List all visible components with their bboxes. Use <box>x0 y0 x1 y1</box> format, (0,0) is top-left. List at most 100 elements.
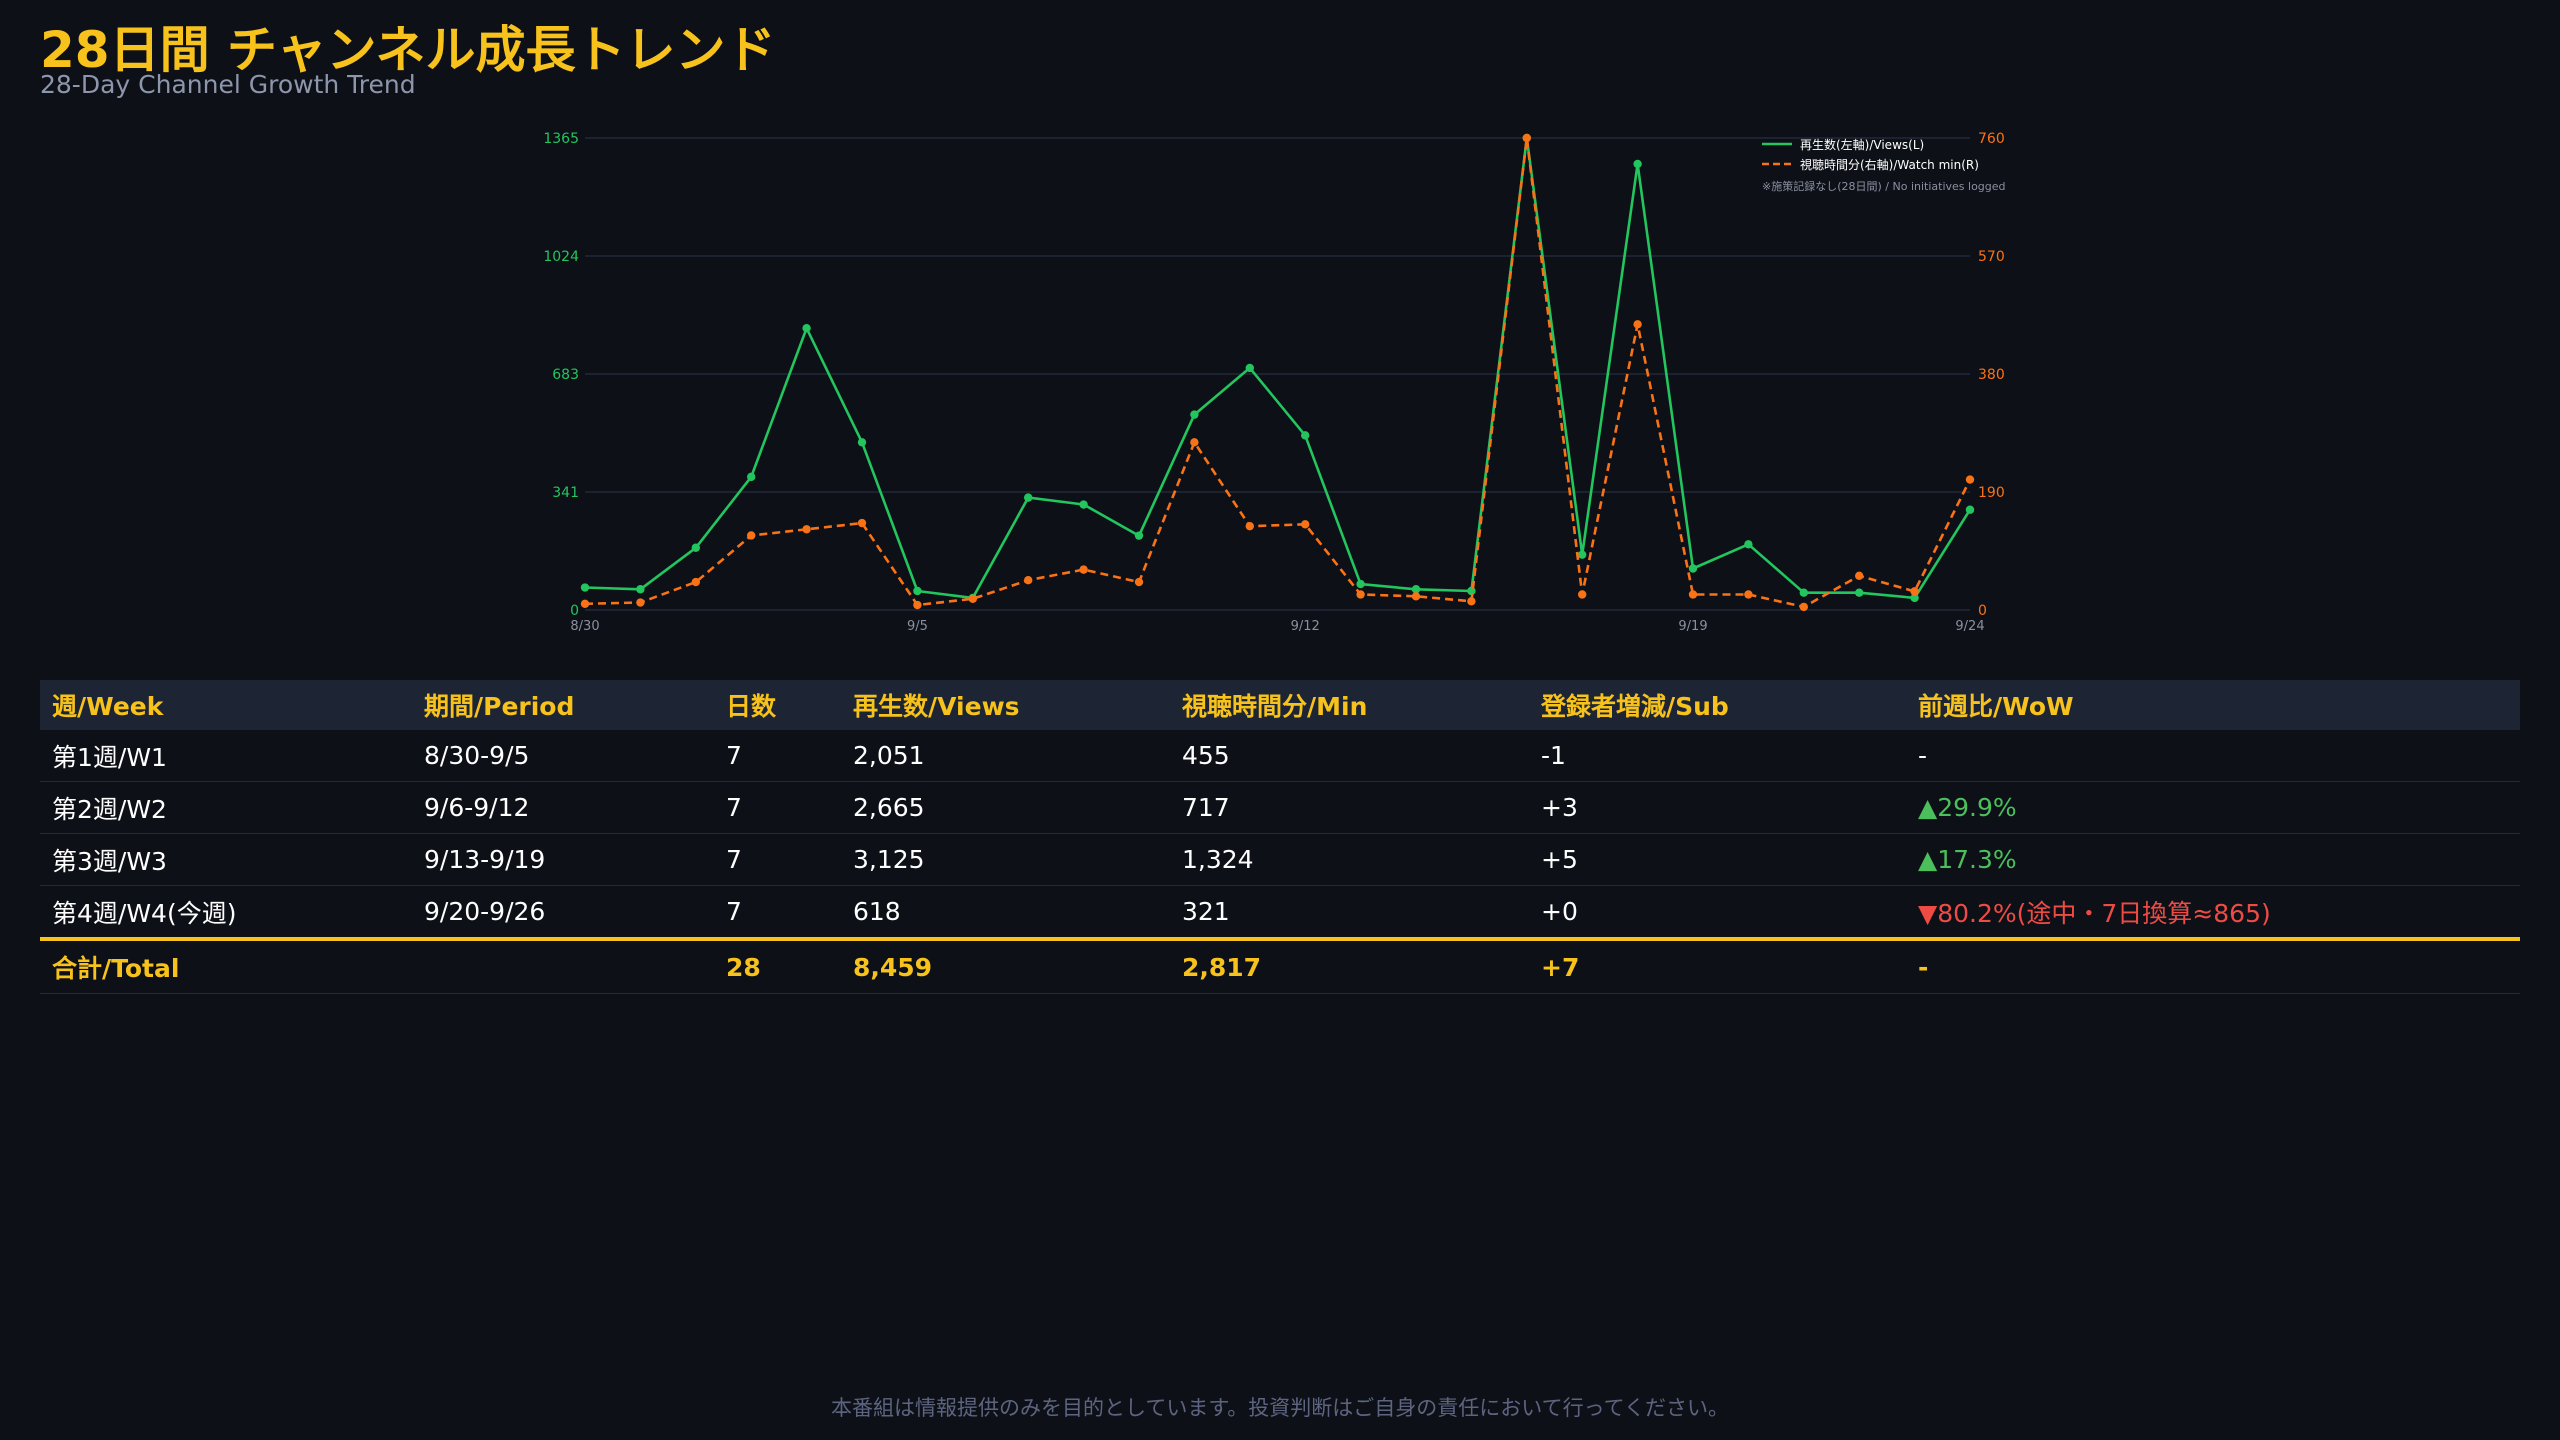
watch-minutes-point <box>1799 602 1809 612</box>
watch-minutes-point <box>1633 320 1642 329</box>
views-point <box>636 585 645 594</box>
cell-sub: -1 <box>1529 730 1906 782</box>
watch-minutes-point <box>1301 520 1310 529</box>
views-point <box>691 543 700 552</box>
views-point <box>1633 159 1642 169</box>
views-point <box>580 583 590 592</box>
views-point <box>1855 588 1864 597</box>
cell-minutes: 321 <box>1170 885 1529 940</box>
watch-minutes-point <box>1688 590 1698 599</box>
col-week-header: 週/Week <box>40 680 412 730</box>
col-minutes-header: 視聴時間分/Min <box>1170 680 1529 730</box>
cell-wow: ▲17.3% <box>1906 833 2520 886</box>
cell-sub: +5 <box>1529 833 1906 886</box>
page-subtitle: 28-Day Channel Growth Trend <box>40 70 416 99</box>
growth-chart: 0 341 683 1024 1365 0 190 380 570 760 8/30 9/5 9/12 9… <box>500 118 2080 648</box>
cell-period: 9/6-9/12 <box>412 781 714 834</box>
y-right-tick-label: 0 <box>1978 603 1987 619</box>
cell-views: 2,051 <box>841 730 1170 782</box>
total-minutes: 2,817 <box>1170 937 1529 994</box>
cell-week: 第3週/W3 <box>40 833 412 886</box>
x-tick-label: 8/30 <box>570 619 599 634</box>
watch-minutes-point <box>1744 590 1753 599</box>
cell-minutes: 1,324 <box>1170 833 1529 886</box>
views-point <box>1744 540 1753 549</box>
total-wow: - <box>1906 937 2520 994</box>
views-point <box>857 438 867 447</box>
cell-week: 第4週/W4(今週) <box>40 885 412 940</box>
y-left-tick-label: 1024 <box>543 249 579 265</box>
views-point <box>802 323 811 333</box>
views-point <box>1024 493 1033 502</box>
watch-minutes-point <box>1190 438 1199 447</box>
views-point <box>1799 588 1809 597</box>
cell-week: 第1週/W1 <box>40 730 412 782</box>
views-point <box>1301 431 1310 440</box>
cell-minutes: 717 <box>1170 781 1529 834</box>
cell-days: 7 <box>714 885 841 940</box>
cell-sub: +3 <box>1529 781 1906 834</box>
col-sub-header: 登録者増減/Sub <box>1529 680 1906 730</box>
cell-days: 7 <box>714 781 841 834</box>
watch-minutes-point <box>691 577 700 587</box>
table-header-row: 週/Week 期間/Period 日数 再生数/Views 視聴時間分/Min … <box>40 680 2520 730</box>
total-sub: +7 <box>1529 937 1906 994</box>
cell-wow: ▼80.2%(途中・7日換算≈865) <box>1906 885 2520 940</box>
watch-minutes-point <box>1024 575 1033 585</box>
legend-entry: 視聴時間分(右軸)/Watch min(R) <box>1800 157 1979 172</box>
watch-minutes-point <box>1855 571 1864 581</box>
total-label: 合計/Total <box>40 937 412 994</box>
total-views: 8,459 <box>841 937 1170 994</box>
table-row: 第3週/W3 9/13-9/19 7 3,125 1,324 +5 ▲17.3% <box>40 833 2520 886</box>
cell-wow: - <box>1906 730 2520 782</box>
y-left-tick-label: 0 <box>570 603 579 619</box>
watch-minutes-point <box>1965 475 1975 484</box>
watch-minutes-point <box>1910 587 1919 596</box>
disclaimer-footer: 本番組は情報提供のみを目的としています。投資判断はご自身の責任において行ってくだ… <box>831 1396 1729 1420</box>
views-point <box>913 586 922 596</box>
weekly-summary-table: 週/Week 期間/Period 日数 再生数/Views 視聴時間分/Min … <box>40 680 2520 994</box>
watch-minutes-point <box>1079 565 1088 574</box>
total-period <box>412 937 714 994</box>
cell-views: 2,665 <box>841 781 1170 834</box>
views-point <box>1356 579 1365 589</box>
cell-days: 7 <box>714 833 841 886</box>
views-point <box>1411 585 1421 594</box>
watch-minutes-point <box>1356 590 1365 599</box>
views-line <box>584 136 1972 600</box>
watch-minutes-point <box>636 598 645 607</box>
y-right-tick-label: 380 <box>1978 367 2005 383</box>
legend-entry: 再生数(左軸)/Views(L) <box>1800 137 1924 152</box>
y-left-tick-label: 1365 <box>543 131 579 147</box>
views-point <box>1190 410 1199 419</box>
watch-minutes-point <box>1245 521 1254 531</box>
cell-views: 618 <box>841 885 1170 940</box>
watch-minutes-point <box>1467 597 1476 606</box>
x-tick-label: 9/24 <box>1955 619 1984 634</box>
chart-note: ※施策記録なし(28日間) / No initiatives logged <box>1762 179 2006 193</box>
total-days: 28 <box>714 937 841 994</box>
table-total-row: 合計/Total 28 8,459 2,817 +7 - <box>40 937 2520 994</box>
table-row: 第4週/W4(今週) 9/20-9/26 7 618 321 +0 ▼80.2%… <box>40 885 2520 940</box>
watch-minutes-point <box>1134 577 1144 587</box>
views-point <box>1134 531 1144 540</box>
watch-minutes-point <box>580 599 590 608</box>
cell-days: 7 <box>714 730 841 782</box>
col-views-header: 再生数/Views <box>841 680 1170 730</box>
watch-minutes-point <box>802 525 811 534</box>
cell-sub: +0 <box>1529 885 1906 940</box>
y-left-tick-label: 341 <box>552 485 579 501</box>
views-point <box>1079 500 1088 509</box>
cell-period: 9/20-9/26 <box>412 885 714 940</box>
watch-minutes-point <box>968 594 977 604</box>
col-wow-header: 前週比/WoW <box>1906 680 2520 730</box>
cell-period: 8/30-9/5 <box>412 730 714 782</box>
watch-minutes-line <box>584 136 1972 609</box>
views-point <box>1965 505 1975 514</box>
x-tick-label: 9/19 <box>1678 619 1707 634</box>
cell-minutes: 455 <box>1170 730 1529 782</box>
views-point <box>1910 593 1919 603</box>
table-row: 第1週/W1 8/30-9/5 7 2,051 455 -1 - <box>40 730 2520 782</box>
watch-minutes-point <box>1522 133 1531 143</box>
page-title: 28日間 チャンネル成長トレンド <box>40 21 776 79</box>
